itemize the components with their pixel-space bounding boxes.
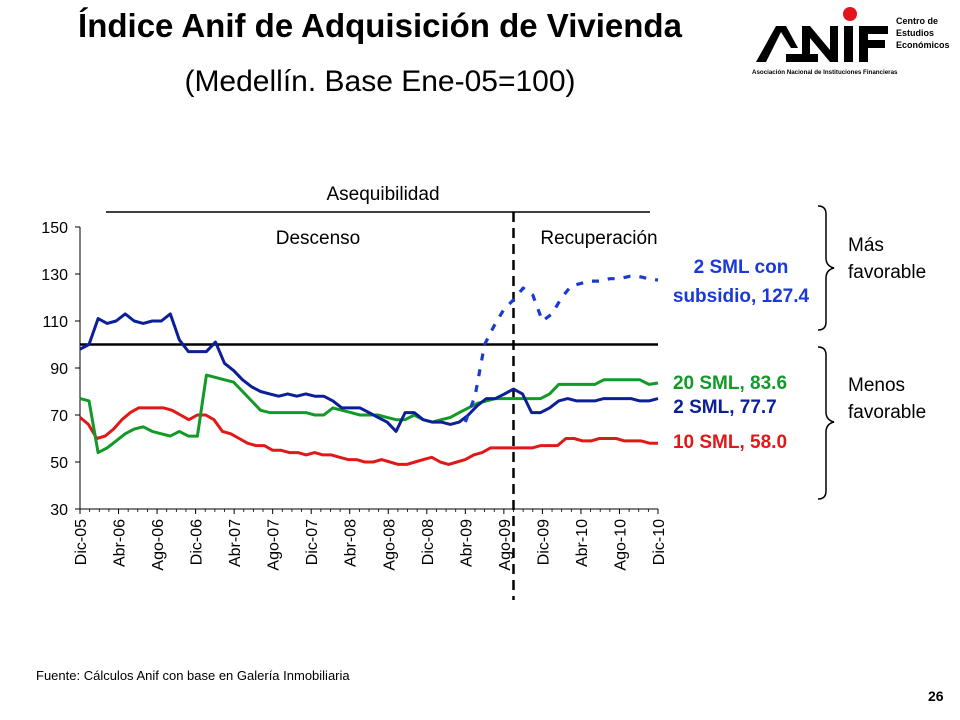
anif-logo: Asociación Nacional de Instituciones Fin… [752,7,950,76]
y-tick-label: 110 [42,314,68,331]
x-tick-label: Abr-10 [574,519,591,567]
side-label-menos: Menos [848,375,905,396]
annotation-10sml: 10 SML, 58.0 [673,432,787,453]
x-tick-label: Dic-08 [420,519,437,565]
region-descenso-label: Descenso [276,228,361,249]
x-tick-label: Abr-06 [112,519,129,567]
x-tick-label: Ago-09 [497,519,514,571]
annotation-20sml: 20 SML, 83.6 [673,373,787,394]
series-line-red [79,406,658,466]
y-tick-label: 90 [50,361,68,378]
side-label-favorable-2: favorable [848,402,926,423]
logo-n-shape [802,26,838,62]
x-tick-label: Dic-10 [651,519,668,565]
series-line-blue_subsidy [463,274,659,423]
brace-menos-favorable [817,346,835,500]
x-tick-label: Abr-07 [227,519,244,567]
x-tick-label: Ago-08 [381,519,398,571]
side-label-favorable-1: favorable [848,262,926,283]
logo-side-text-2: Estudios [896,28,934,38]
x-tick-label: Abr-08 [343,519,360,567]
logo-side-text-3: Económicos [896,40,950,50]
y-tick-label: 50 [50,455,68,472]
region-recuperacion-label: Recuperación [540,228,657,249]
logo-dot [843,7,857,21]
x-tick-label: Dic-09 [535,519,552,565]
x-tick-label: Ago-10 [612,519,629,571]
side-label-mas: Más [848,235,884,256]
logo-a-shape [756,26,798,62]
x-tick-label: Abr-09 [458,519,475,567]
source-note: Fuente: Cálculos Anif con base en Galerí… [36,668,350,683]
x-tick-label: Dic-07 [304,519,321,565]
x-tick-label: Ago-07 [266,519,283,571]
logo-i-shape [844,26,853,62]
x-tick-label: Ago-06 [150,519,167,571]
y-tick-label: 150 [41,220,68,237]
annotation-subsidy-line1: 2 SML con [694,257,789,278]
y-tick-label: 130 [41,267,68,284]
logo-tagline: Asociación Nacional de Instituciones Fin… [752,69,898,76]
page-number: 26 [928,688,944,704]
annotation-subsidy-line2: subsidio, 127.4 [673,286,810,307]
page-subtitle: (Medellín. Base Ene-05=100) [184,65,576,98]
series-line-blue [79,312,659,433]
annotation-2sml: 2 SML, 77.7 [673,397,777,418]
y-tick-label: 30 [50,502,68,519]
page-title: Índice Anif de Adquisición de Vivienda [78,7,682,44]
brace-mas-favorable [817,205,835,331]
x-tick-label: Dic-06 [189,519,206,565]
y-tick-label: 70 [50,408,68,425]
region-header-label: Asequibilidad [326,184,439,205]
logo-f-shape [859,26,888,62]
x-tick-label: Dic-05 [73,519,90,565]
logo-side-text-1: Centro de [896,16,938,26]
series-line-green [79,373,659,455]
